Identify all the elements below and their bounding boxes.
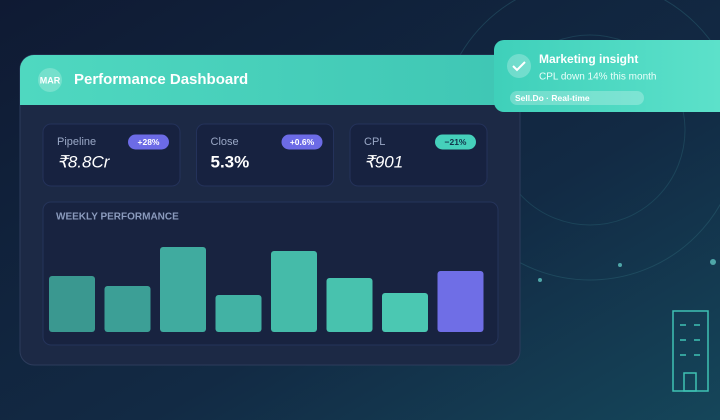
kpi-badge: +28%	[138, 137, 160, 147]
notification-card	[494, 40, 720, 112]
kpi-label: Pipeline	[57, 136, 96, 148]
kpi-label: CPL	[364, 136, 385, 148]
notification-message: CPL down 14% this month	[539, 72, 656, 83]
kpi-value: ₹901	[364, 152, 403, 171]
decor-dot	[618, 263, 622, 267]
notification-tag: Sell.Do · Real-time	[515, 93, 590, 103]
chart-title: WEEKLY PERFORMANCE	[56, 212, 179, 223]
kpi-value: ₹8.8Cr	[57, 152, 111, 171]
check-icon	[512, 61, 526, 72]
kpi-label: Close	[211, 136, 239, 148]
building-icon	[672, 310, 709, 392]
dashboard-header	[20, 55, 520, 105]
kpi-badge: +0.6%	[290, 137, 315, 147]
bar	[104, 286, 151, 332]
kpi-badge: −21%	[445, 137, 467, 147]
bar	[160, 247, 206, 332]
bar	[326, 278, 373, 332]
check-circle	[507, 54, 531, 78]
kpi-row: Pipeline +28% ₹8.8Cr Close +0.6% 5.3% CPL −21% ₹…	[42, 123, 488, 187]
bar	[271, 251, 317, 332]
kpi-badge-pill	[128, 134, 169, 150]
bar	[382, 293, 428, 332]
kpi-value: 5.3%	[211, 152, 250, 171]
avatar-text: MAR	[40, 75, 61, 85]
bar	[215, 295, 262, 332]
notification-tag-pill	[510, 91, 644, 105]
bar	[437, 271, 484, 332]
avatar	[38, 68, 62, 92]
kpi-badge-pill	[281, 134, 323, 150]
notification-title: Marketing insight	[539, 52, 638, 66]
bars	[49, 247, 484, 332]
decor-dot	[710, 259, 716, 265]
dashboard-title: Performance Dashboard	[74, 71, 248, 88]
bar	[49, 276, 95, 332]
decor-dot	[538, 278, 542, 282]
kpi-badge-pill	[435, 134, 476, 150]
